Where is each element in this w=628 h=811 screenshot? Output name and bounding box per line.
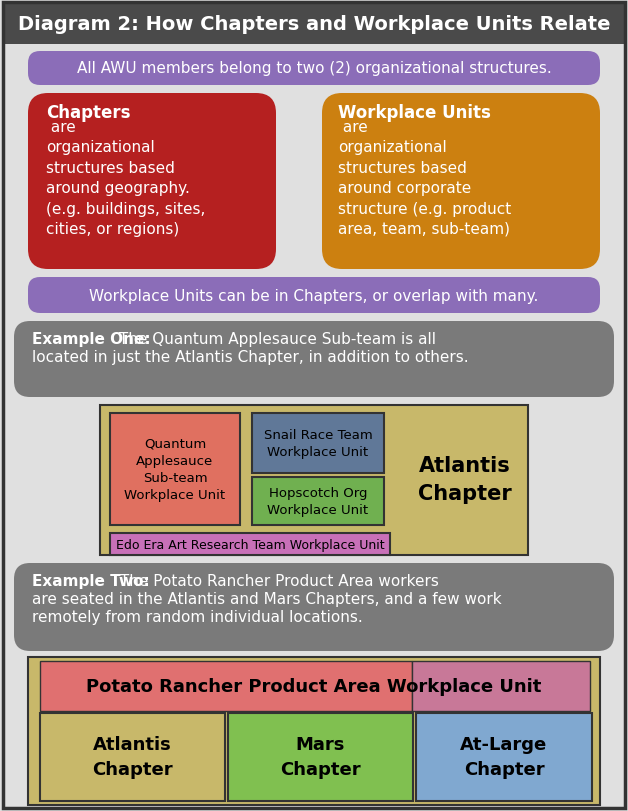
Text: At-Large
Chapter: At-Large Chapter <box>460 736 548 779</box>
Bar <box>228 713 413 801</box>
Text: located in just the Atlantis Chapter, in addition to others.: located in just the Atlantis Chapter, in… <box>32 350 468 365</box>
Bar <box>40 661 412 711</box>
Text: Edo Era Art Research Team Workplace Unit: Edo Era Art Research Team Workplace Unit <box>116 538 384 551</box>
Text: Potato Rancher Product Area Workplace Unit: Potato Rancher Product Area Workplace Un… <box>86 677 542 695</box>
Text: The Potato Rancher Product Area workers: The Potato Rancher Product Area workers <box>115 573 439 588</box>
Text: Snail Race Team
Workplace Unit: Snail Race Team Workplace Unit <box>264 428 372 458</box>
Text: Quantum
Applesauce
Sub-team
Workplace Unit: Quantum Applesauce Sub-team Workplace Un… <box>124 437 225 501</box>
Bar <box>28 657 600 805</box>
Text: All AWU members belong to two (2) organizational structures.: All AWU members belong to two (2) organi… <box>77 62 551 76</box>
Bar <box>416 713 592 801</box>
Text: Example Two:: Example Two: <box>32 573 149 588</box>
FancyBboxPatch shape <box>28 52 600 86</box>
Text: Hopscotch Org
Workplace Unit: Hopscotch Org Workplace Unit <box>268 487 369 517</box>
Bar <box>40 713 225 801</box>
Text: are
organizational
structures based
around corporate
structure (e.g. product
are: are organizational structures based arou… <box>338 120 511 237</box>
Text: are seated in the Atlantis and Mars Chapters, and a few work: are seated in the Atlantis and Mars Chap… <box>32 591 502 607</box>
Text: Workplace Units can be in Chapters, or overlap with many.: Workplace Units can be in Chapters, or o… <box>89 288 539 303</box>
Bar <box>110 414 240 526</box>
FancyBboxPatch shape <box>14 322 614 397</box>
Bar <box>3 3 625 45</box>
FancyBboxPatch shape <box>14 564 614 651</box>
Bar <box>252 478 384 526</box>
Text: remotely from random individual locations.: remotely from random individual location… <box>32 609 363 624</box>
Text: Diagram 2: How Chapters and Workplace Units Relate: Diagram 2: How Chapters and Workplace Un… <box>18 15 610 33</box>
FancyBboxPatch shape <box>322 94 600 270</box>
Bar <box>412 661 590 711</box>
Text: Mars
Chapter: Mars Chapter <box>279 736 360 779</box>
Text: Workplace Units: Workplace Units <box>338 104 491 122</box>
Text: Chapters: Chapters <box>46 104 131 122</box>
Bar <box>110 534 390 556</box>
Text: Atlantis
Chapter: Atlantis Chapter <box>92 736 172 779</box>
Bar <box>100 406 528 556</box>
Text: Example One:: Example One: <box>32 332 151 346</box>
Text: are
organizational
structures based
around geography.
(e.g. buildings, sites,
ci: are organizational structures based arou… <box>46 120 205 237</box>
FancyBboxPatch shape <box>28 94 276 270</box>
Text: The Quantum Applesauce Sub-team is all: The Quantum Applesauce Sub-team is all <box>114 332 436 346</box>
Bar <box>252 414 384 474</box>
FancyBboxPatch shape <box>28 277 600 314</box>
Text: Atlantis
Chapter: Atlantis Chapter <box>418 456 512 504</box>
